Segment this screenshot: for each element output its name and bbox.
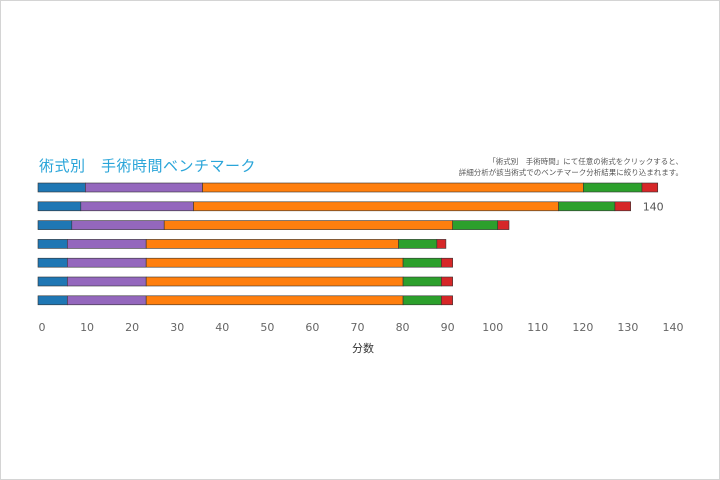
bar-segment[interactable]	[583, 182, 643, 193]
bar-segment[interactable]	[193, 201, 559, 212]
x-tick-label: 70	[351, 321, 365, 334]
bar-segment[interactable]	[66, 239, 147, 249]
x-tick-label: 90	[441, 321, 455, 334]
x-tick-label: 110	[527, 321, 548, 334]
bar-segment[interactable]	[66, 276, 147, 287]
bar-segment[interactable]	[145, 257, 404, 268]
x-tick-label: 60	[305, 321, 319, 334]
bar-segment[interactable]	[497, 220, 510, 230]
bar-segment[interactable]	[614, 201, 631, 212]
bar-segment[interactable]	[145, 295, 404, 306]
bar-segment[interactable]	[436, 239, 447, 249]
bar-row[interactable]: 140	[37, 200, 664, 213]
bar-row[interactable]	[37, 276, 453, 287]
x-axis-ticks: 0 10 20 30 40 50 60 70 80 90 100 110 120 130 140	[39, 321, 684, 334]
chart-note-line: 「術式別 手術時間」にて任意の術式をクリックすると、	[488, 157, 683, 166]
bar-segment[interactable]	[402, 257, 442, 268]
bar-segment[interactable]	[37, 257, 68, 268]
chart-note-line: 詳細分析が該当術式でのベンチマーク分析結果に絞り込まれます。	[458, 168, 683, 177]
bar-row[interactable]	[37, 239, 447, 249]
bar-segment[interactable]	[558, 201, 616, 212]
x-tick-label: 30	[170, 321, 184, 334]
x-tick-label: 130	[617, 321, 638, 334]
bar-segment[interactable]	[37, 295, 68, 306]
bar-row[interactable]	[37, 182, 659, 193]
bar-segment[interactable]	[202, 182, 584, 193]
bar-row[interactable]	[37, 295, 453, 306]
x-tick-label: 100	[482, 321, 503, 334]
bar-segment[interactable]	[163, 220, 453, 230]
bar-segment[interactable]	[37, 182, 86, 193]
x-tick-label: 20	[125, 321, 139, 334]
x-tick-label: 0	[39, 321, 46, 334]
bar-segment[interactable]	[398, 239, 438, 249]
x-tick-label: 140	[663, 321, 684, 334]
bar-segment[interactable]	[37, 220, 73, 230]
bar-segment[interactable]	[641, 182, 659, 193]
x-tick-label: 10	[80, 321, 94, 334]
bar-segment[interactable]	[402, 276, 442, 287]
x-tick-label: 120	[572, 321, 593, 334]
bar-segment[interactable]	[85, 182, 203, 193]
chart-note: 「術式別 手術時間」にて任意の術式をクリックすると、 詳細分析が該当術式でのベン…	[459, 156, 683, 178]
bar-segment[interactable]	[402, 295, 442, 306]
bar-segment[interactable]	[452, 220, 499, 230]
x-tick-label: 80	[396, 321, 410, 334]
bar-segment[interactable]	[66, 295, 147, 306]
bar-segment[interactable]	[71, 220, 165, 230]
bar-segment[interactable]	[37, 201, 82, 212]
bar-segment[interactable]	[80, 201, 194, 212]
bar-segment[interactable]	[145, 239, 399, 249]
bar-rows: 140	[37, 182, 664, 306]
bar-segment[interactable]	[441, 295, 453, 306]
x-axis-label: 分数	[352, 342, 374, 355]
x-tick-label: 50	[260, 321, 274, 334]
bar-row[interactable]	[37, 257, 453, 268]
bar-segment[interactable]	[145, 276, 404, 287]
bar-row[interactable]	[37, 220, 510, 230]
bar-segment[interactable]	[66, 257, 147, 268]
bar-segment[interactable]	[441, 276, 453, 287]
chart-title: 術式別 手術時間ベンチマーク	[39, 157, 257, 175]
bar-segment[interactable]	[37, 276, 68, 287]
x-tick-label: 40	[215, 321, 229, 334]
bar-segment[interactable]	[441, 257, 453, 268]
bar-segment[interactable]	[37, 239, 68, 249]
bar-value-label: 140	[643, 200, 664, 213]
